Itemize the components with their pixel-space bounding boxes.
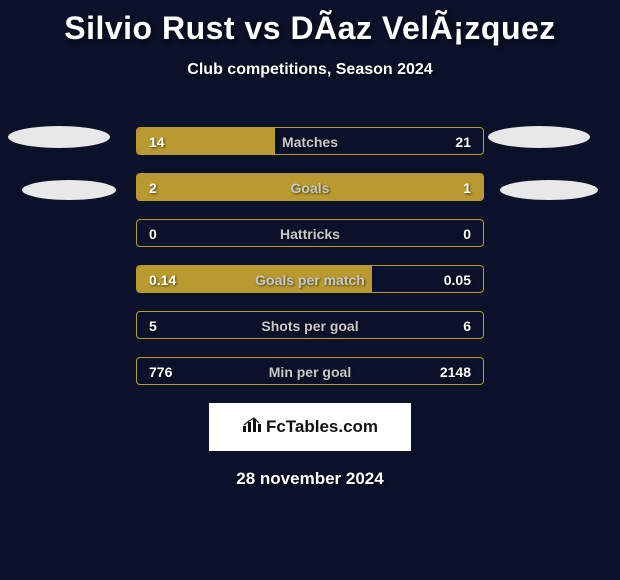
stat-row: 5Shots per goal6 [136, 311, 484, 339]
stat-label: Goals [137, 174, 483, 201]
avatar-placeholder [500, 180, 598, 200]
date-text: 28 november 2024 [0, 469, 620, 489]
bar-chart-icon [242, 417, 262, 438]
stat-row: 14Matches21 [136, 127, 484, 155]
stat-value-right: 0.05 [444, 266, 471, 293]
stat-label: Shots per goal [137, 312, 483, 339]
logo-box: FcTables.com [209, 403, 411, 451]
stat-value-right: 21 [455, 128, 471, 155]
stat-row: 2Goals1 [136, 173, 484, 201]
avatar-placeholder [22, 180, 116, 200]
stats-container: 14Matches21 2Goals1 0Hattricks0 0.14Goals p… [0, 127, 620, 385]
stat-row: 0.14Goals per match0.05 [136, 265, 484, 293]
subtitle: Club competitions, Season 2024 [0, 61, 620, 79]
stat-label: Hattricks [137, 220, 483, 247]
stat-label: Matches [137, 128, 483, 155]
avatar-placeholder [8, 126, 110, 148]
logo: FcTables.com [242, 417, 378, 438]
stat-value-right: 2148 [440, 358, 471, 385]
stat-row: 0Hattricks0 [136, 219, 484, 247]
stat-value-right: 6 [463, 312, 471, 339]
page-title: Silvio Rust vs DÃ­az VelÃ¡zquez [0, 0, 620, 47]
stat-value-right: 0 [463, 220, 471, 247]
stat-label: Goals per match [137, 266, 483, 293]
logo-text: FcTables.com [266, 417, 378, 437]
stat-label: Min per goal [137, 358, 483, 385]
stat-row: 776Min per goal2148 [136, 357, 484, 385]
avatar-placeholder [488, 126, 590, 148]
stat-value-right: 1 [463, 174, 471, 201]
